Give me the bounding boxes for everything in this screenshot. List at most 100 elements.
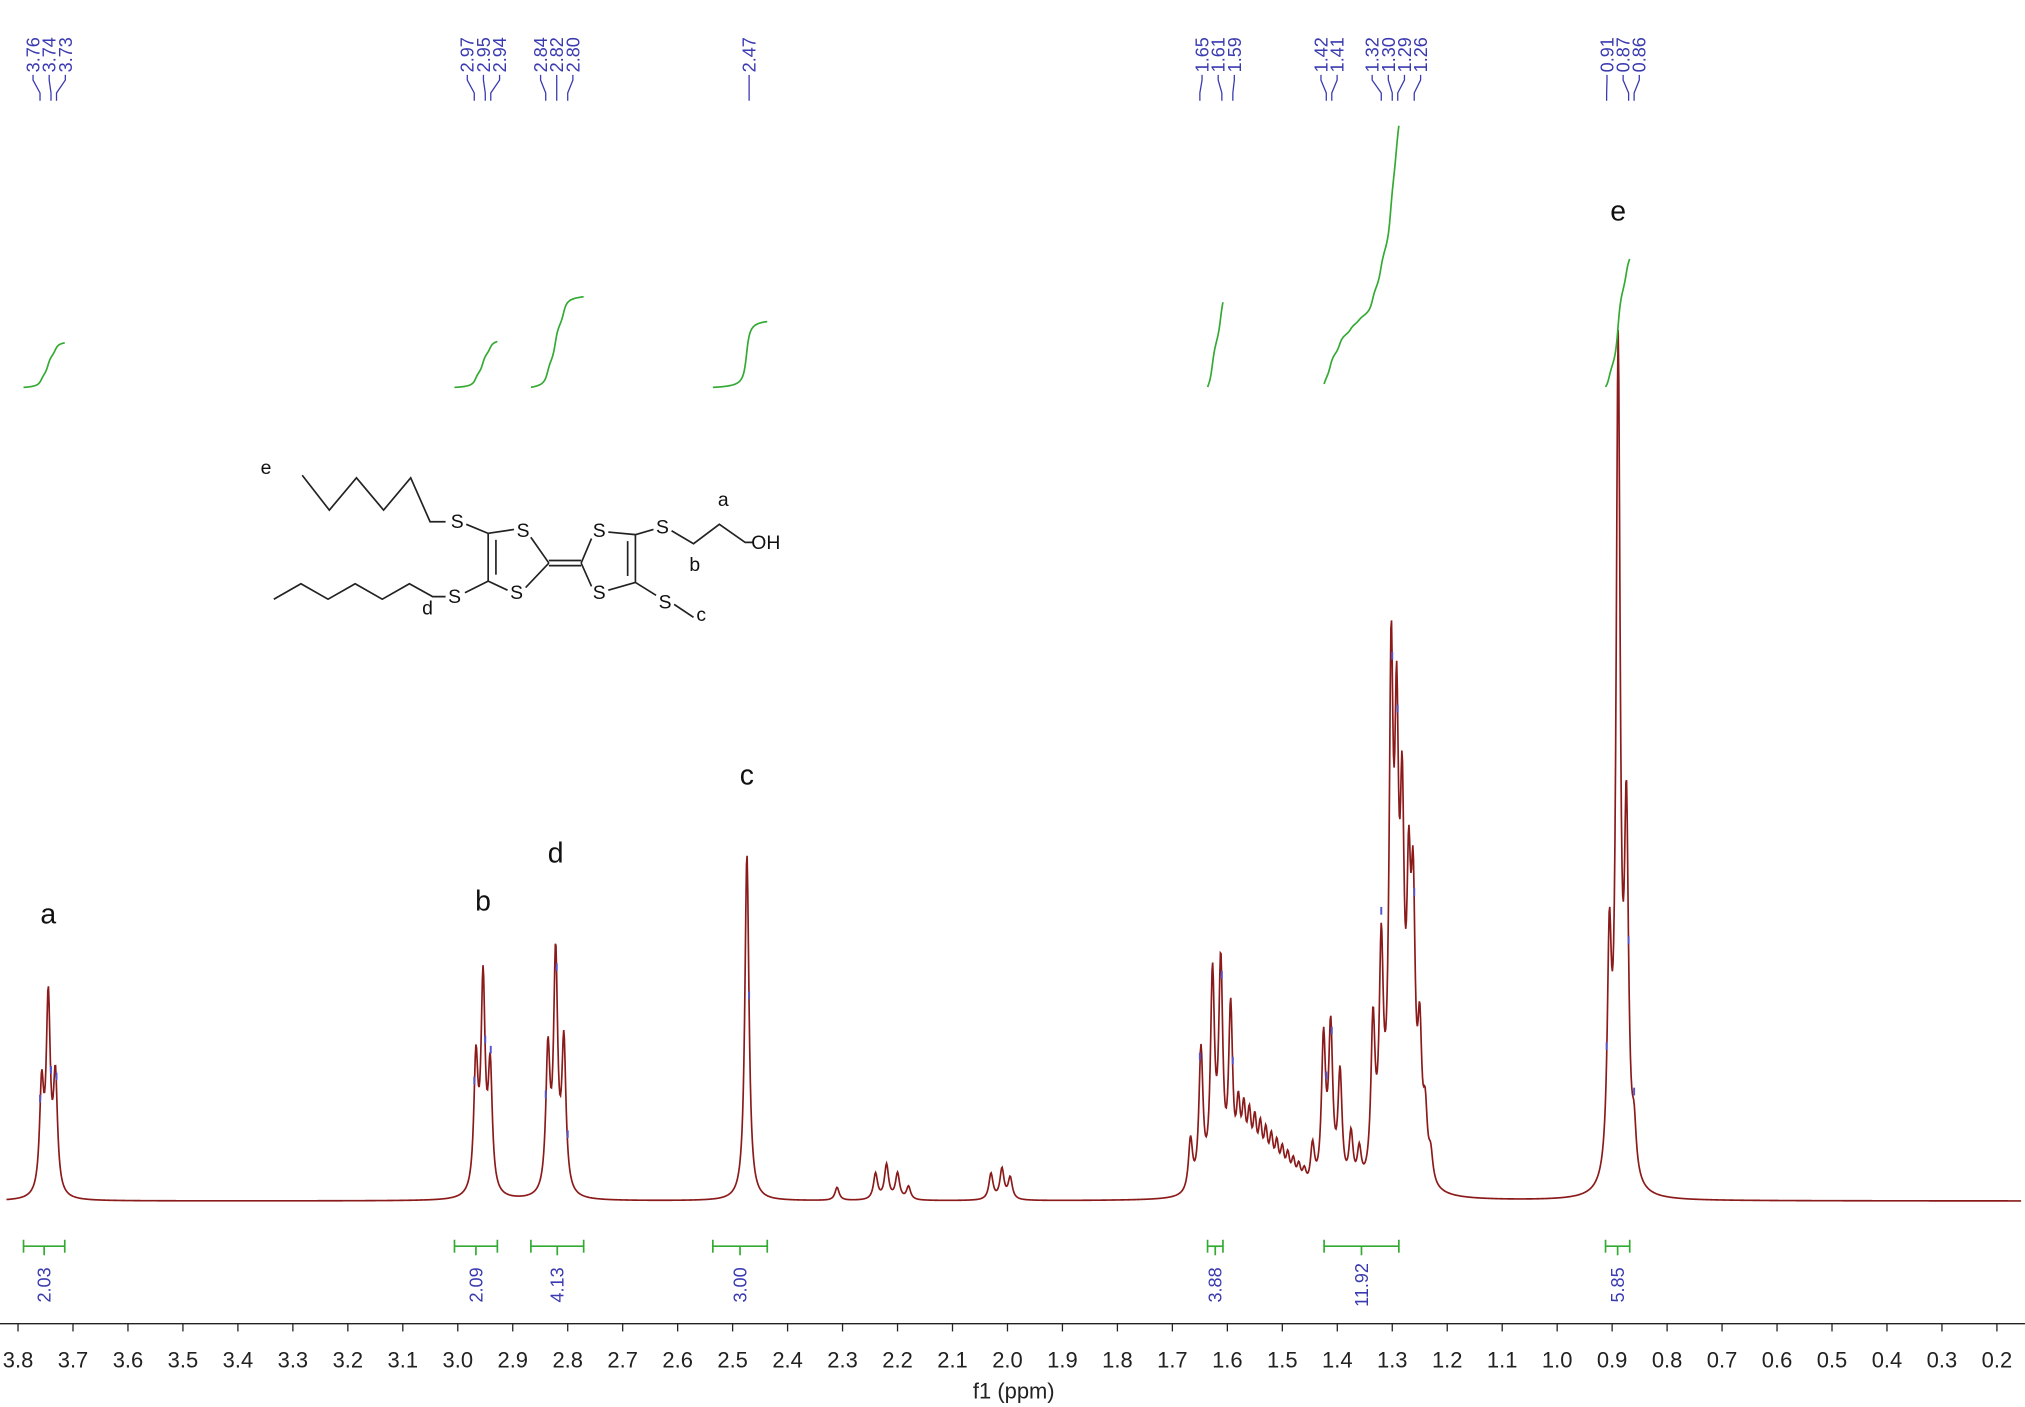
peak-annotation: c xyxy=(740,759,754,791)
peak-leader xyxy=(32,74,41,101)
peak-label: 1.65 xyxy=(1192,37,1212,72)
peak-label: 3.74 xyxy=(40,37,60,72)
x-tick-label: 0.2 xyxy=(1982,1348,2013,1373)
peak-label: 0.91 xyxy=(1597,37,1617,72)
structure-atom: S xyxy=(517,520,530,542)
peak-label: 1.32 xyxy=(1363,37,1383,72)
x-tick-label: 2.1 xyxy=(937,1348,967,1373)
x-tick-label: 3.4 xyxy=(223,1348,254,1373)
x-tick-label: 2.7 xyxy=(607,1348,638,1373)
x-tick-label: 2.4 xyxy=(772,1348,802,1373)
x-tick-label: 0.5 xyxy=(1817,1348,1848,1373)
x-tick-label: 3.2 xyxy=(333,1348,364,1373)
integral-curve xyxy=(1206,302,1224,388)
structure-atom: c xyxy=(696,604,706,626)
x-tick-label: 0.9 xyxy=(1597,1348,1628,1373)
integral-label: 3.88 xyxy=(1206,1267,1226,1302)
x-tick-label: 1.8 xyxy=(1102,1348,1132,1373)
peak-label: 2.95 xyxy=(474,37,494,72)
x-tick-label: 3.6 xyxy=(113,1348,144,1373)
peak-label: 3.76 xyxy=(23,37,43,72)
structure-atom: S xyxy=(656,516,669,538)
peak-leader xyxy=(567,74,574,101)
integral-label: 5.85 xyxy=(1608,1267,1628,1302)
integral-curve xyxy=(1323,125,1400,385)
peak-leader xyxy=(1387,74,1393,101)
x-tick-label: 3.1 xyxy=(388,1348,419,1373)
x-tick-label: 1.6 xyxy=(1212,1348,1242,1373)
peak-label: 1.41 xyxy=(1328,37,1348,72)
x-tick-label: 1.7 xyxy=(1157,1348,1188,1373)
peak-leader xyxy=(55,74,66,101)
peak-leader xyxy=(1622,74,1630,101)
peak-leader xyxy=(1217,74,1223,101)
structure-atom: S xyxy=(593,582,606,604)
peak-leader xyxy=(1371,74,1382,101)
peak-annotation: e xyxy=(1610,195,1626,227)
x-tick-label: 1.0 xyxy=(1542,1348,1573,1373)
peak-label: 2.80 xyxy=(563,37,583,72)
integral-curve xyxy=(712,320,768,389)
x-tick-label: 1.4 xyxy=(1322,1348,1353,1373)
x-tick-label: 2.3 xyxy=(827,1348,858,1373)
x-tick-label: 3.3 xyxy=(278,1348,309,1373)
peak-label: 2.84 xyxy=(531,37,551,72)
x-tick-label: 2.6 xyxy=(662,1348,692,1373)
structure-atom: e xyxy=(261,457,272,479)
peak-label: 2.94 xyxy=(490,37,510,72)
structure-atom: S xyxy=(593,520,606,542)
peak-label: 1.59 xyxy=(1225,37,1245,72)
integral-curve xyxy=(530,295,584,389)
integral-label: 2.03 xyxy=(35,1267,55,1302)
x-tick-label: 1.5 xyxy=(1267,1348,1298,1373)
x-tick-label: 2.0 xyxy=(992,1348,1023,1373)
x-tick-label: 3.5 xyxy=(168,1348,198,1373)
peak-label: 3.73 xyxy=(56,37,76,72)
x-tick-label: 3.7 xyxy=(58,1348,89,1373)
peak-leader xyxy=(482,74,486,101)
x-tick-label: 0.4 xyxy=(1872,1348,1903,1373)
integral-label: 2.09 xyxy=(466,1267,486,1302)
peak-label: 1.29 xyxy=(1395,37,1415,72)
peak-leader xyxy=(1199,74,1203,101)
peak-leader xyxy=(1331,74,1338,101)
peak-label: 1.61 xyxy=(1209,37,1229,72)
x-tick-label: 3.8 xyxy=(3,1348,34,1373)
integral-label: 4.13 xyxy=(548,1267,568,1302)
x-tick-label: 2.9 xyxy=(497,1348,528,1373)
structure-atom: S xyxy=(659,591,672,613)
structure-atom: d xyxy=(422,598,433,620)
integral-curve xyxy=(1604,258,1631,388)
structure-atom: S xyxy=(451,511,464,533)
x-tick-label: 3.0 xyxy=(443,1348,474,1373)
peak-leader xyxy=(1413,74,1422,101)
peak-label: 2.97 xyxy=(458,37,478,72)
structure-atom: OH xyxy=(751,532,780,554)
peak-leader xyxy=(1232,74,1235,101)
x-tick-label: 0.3 xyxy=(1927,1348,1957,1373)
peak-label: 1.42 xyxy=(1311,37,1331,72)
x-tick-label: 2.2 xyxy=(882,1348,913,1373)
integral-label: 11.92 xyxy=(1352,1263,1372,1307)
x-tick-label: 1.3 xyxy=(1377,1348,1407,1373)
x-tick-label: 2.8 xyxy=(552,1348,583,1373)
peak-leader xyxy=(490,74,501,101)
structure-atom: S xyxy=(510,582,523,604)
x-axis-label: f1 (ppm) xyxy=(973,1379,1055,1404)
peak-leader xyxy=(1320,74,1327,101)
peak-annotation: b xyxy=(475,885,491,917)
peak-annotation: d xyxy=(548,838,564,870)
peak-label: 2.82 xyxy=(547,37,567,72)
peak-label: 1.30 xyxy=(1379,37,1399,72)
peak-label: 0.86 xyxy=(1630,37,1650,72)
x-tick-label: 1.9 xyxy=(1047,1348,1077,1373)
structure-atom: a xyxy=(718,489,729,511)
x-tick-label: 1.2 xyxy=(1432,1348,1463,1373)
peak-leader xyxy=(48,74,52,101)
spectrum-line xyxy=(6,329,2022,1202)
peak-annotation: a xyxy=(40,898,56,930)
peak-leader xyxy=(1633,74,1640,101)
x-tick-label: 0.8 xyxy=(1652,1348,1682,1373)
